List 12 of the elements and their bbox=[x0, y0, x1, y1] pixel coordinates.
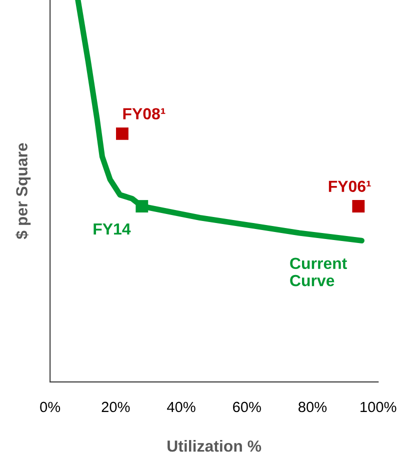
series-label: FY06¹ bbox=[328, 180, 371, 192]
x-tick-label: 40% bbox=[167, 402, 196, 412]
series-label: Current Curve bbox=[290, 258, 347, 286]
x-tick-label: 100% bbox=[360, 402, 396, 412]
y-axis-title: $ per Square bbox=[15, 143, 31, 240]
x-axis-title: Utilization % bbox=[168, 440, 262, 452]
x-tick-label: 20% bbox=[102, 402, 130, 412]
series-label: FY14 bbox=[94, 224, 131, 235]
series-label: FY08¹ bbox=[123, 108, 166, 120]
x-tick-label: 60% bbox=[233, 402, 261, 412]
x-tick-label: 80% bbox=[298, 402, 327, 412]
x-tick-label: 0% bbox=[40, 402, 60, 412]
